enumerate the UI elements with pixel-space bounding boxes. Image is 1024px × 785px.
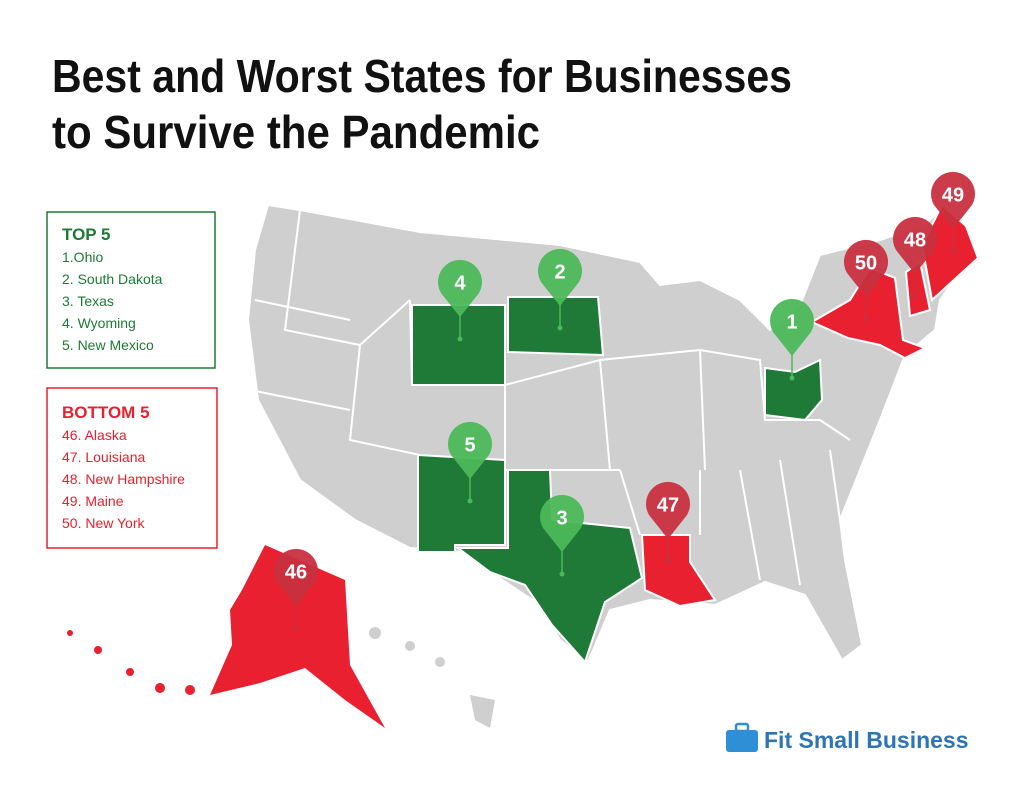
pin	[538, 248, 583, 306]
title-line: Best and Worst States for Businesses	[52, 50, 792, 102]
top-box	[46, 211, 216, 369]
state-south-dakota	[507, 296, 605, 357]
legend-item: 48. New Hampshire	[62, 471, 185, 487]
pin	[844, 239, 889, 297]
pin-label: 47	[657, 494, 679, 516]
pin-label: 4	[454, 272, 466, 294]
legend-item: 1.Ohio	[62, 249, 103, 265]
pin-label: 46	[285, 561, 307, 583]
legend-item: 47. Louisiana	[62, 449, 146, 465]
pin	[646, 481, 690, 539]
pin-dot	[467, 498, 473, 504]
pin	[448, 421, 492, 479]
legend-item: 2. South Dakota	[62, 271, 163, 287]
pin-label: 5	[464, 434, 475, 456]
legend-item: 50. New York	[62, 515, 145, 531]
state-new-mexico	[417, 453, 506, 553]
pin-dot	[457, 336, 463, 342]
state-alaska	[210, 545, 385, 728]
state-wyoming	[411, 304, 506, 386]
legend-item: 49. Maine	[62, 493, 124, 509]
briefcase-icon	[726, 730, 758, 752]
pin	[438, 259, 482, 317]
pin-label: 48	[904, 229, 926, 251]
pin-dot	[950, 248, 956, 254]
hawaii	[369, 627, 495, 728]
pin-dot	[789, 375, 795, 381]
state-maine	[920, 203, 980, 302]
legend-item: 46. Alaska	[62, 427, 127, 443]
state-ohio	[764, 358, 824, 422]
legend: TOP 5 1.Ohio 2. South Dakota 3. Texas 4. Wyo…	[62, 225, 185, 531]
pin	[274, 548, 319, 606]
bottom-box	[46, 387, 218, 549]
legend-item: 4. Wyoming	[62, 315, 136, 331]
legend-item: 5. New Mexico	[62, 337, 154, 353]
title-line: to Survive the Pandemic	[52, 106, 540, 158]
pin	[770, 298, 815, 356]
pin	[931, 171, 975, 229]
pin	[893, 216, 938, 274]
pin-label: 50	[855, 252, 877, 274]
pin-label: 3	[556, 507, 567, 529]
pin-label: 49	[942, 184, 964, 206]
pin-dot	[557, 325, 563, 331]
brand-logo: Fit Small Business	[726, 722, 969, 753]
legend-item: 3. Texas	[62, 293, 114, 309]
legend-heading: BOTTOM 5	[62, 403, 150, 422]
pin-dot	[912, 293, 918, 299]
briefcase-handle	[734, 722, 750, 733]
pin-dot	[665, 558, 671, 564]
state-louisiana	[640, 534, 717, 608]
pin-label: 2	[554, 261, 565, 283]
brand-name: Fit Small Business	[764, 727, 969, 753]
pin-label: 1	[786, 311, 797, 333]
pin-dot	[559, 571, 565, 577]
pin	[540, 494, 585, 552]
pin-dot	[863, 316, 869, 322]
pin-dot	[293, 625, 299, 631]
legend-heading: TOP 5	[62, 225, 111, 244]
aleutian-islands	[67, 630, 195, 695]
